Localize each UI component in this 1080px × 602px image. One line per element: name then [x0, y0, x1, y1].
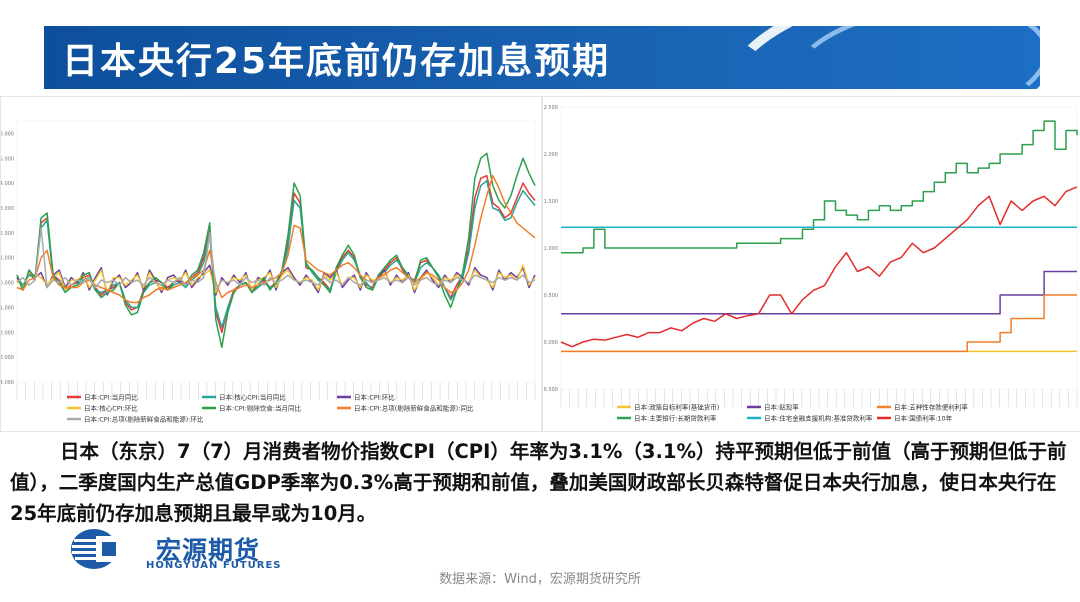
y-tick-label: 0.000 — [544, 340, 558, 346]
y-tick-label: -1.000 — [1, 305, 14, 311]
legend-label: 日本:五种性存款便利利率 — [894, 403, 968, 412]
logo-english-name: HONGYUAN FUTURES — [146, 560, 282, 571]
y-tick-label: -3.000 — [1, 355, 14, 361]
title-bar: 日本央行25年底前仍存加息预期 — [44, 26, 1040, 89]
series-line-4 — [16, 152, 536, 348]
legend-label: 日本:政策目标利率(基础货币) — [634, 403, 719, 412]
legend-label: 日本:核心CPI:环比 — [84, 404, 138, 413]
title-background — [44, 26, 1040, 89]
company-logo: 宏源期货 HONGYUAN FUTURES — [70, 528, 310, 574]
logo-chinese-name: 宏源期货 — [156, 536, 261, 565]
data-source-note: 数据来源：Wind，宏源期货研究所 — [439, 572, 641, 587]
y-tick-label: 1.500 — [544, 199, 558, 205]
series-line-2 — [561, 294, 1077, 353]
legend-label: 日本:贴现率 — [764, 403, 799, 412]
y-tick-label: 0.500 — [544, 293, 558, 299]
legend-label: 日本:住宅金融支援机构:基准贷款利率 — [764, 414, 873, 423]
series-line-5 — [560, 186, 1078, 348]
series-line-5 — [16, 174, 536, 304]
series-line-1 — [561, 270, 1077, 315]
cpi-chart: 6.000 5.000 4.000 3.000 2.000 1.000 0.000 -1.00… — [0, 96, 542, 432]
series-line-6 — [16, 227, 536, 291]
y-tick-label: 5.000 — [1, 156, 14, 162]
y-tick-label: 6.000 — [1, 131, 14, 137]
legend-label: 日本:CPI:总项(剔除新鲜食品和能源):同比 — [354, 404, 474, 413]
y-tick-label: 1.000 — [544, 246, 558, 252]
cpi-chart-svg: 6.000 5.000 4.000 3.000 2.000 1.000 0.000 -1.00… — [0, 120, 536, 424]
legend-label: 日本:国债利率:10年 — [894, 414, 953, 423]
series-line-3 — [16, 264, 536, 294]
summary-paragraph: 日本（东京）7（7）月消费者物价指数CPI（CPI）年率为3.1%（3.1%）持… — [10, 440, 1067, 525]
y-tick-label: 2.000 — [1, 231, 14, 237]
y-tick-label: -2.000 — [1, 330, 14, 336]
legend-label: 日本:CPI:剔除饮食:当月同比 — [219, 404, 301, 413]
y-tick-label: -4.000 — [1, 380, 14, 386]
series-line-3 — [561, 120, 1078, 254]
series-line-1 — [16, 179, 536, 329]
plot-area — [16, 120, 536, 383]
series-line-0 — [16, 174, 536, 334]
legend-label: 日本:CPI:总项(剔除新鲜食品和能源):环比 — [84, 415, 204, 424]
y-tick-label: 2.000 — [544, 152, 558, 158]
legend-label: 日本:核心CPI:当月同比 — [219, 393, 286, 402]
y-tick-label: -0.500 — [543, 387, 558, 393]
logo-globe-icon — [71, 529, 122, 569]
y-tick-label: 4.000 — [1, 181, 14, 187]
rates-chart-svg: 2.500 2.000 1.500 1.000 0.500 0.000 -0.500 日本:政… — [542, 105, 1078, 423]
page-title: 日本央行25年底前仍存加息预期 — [62, 41, 611, 82]
legend-label: 日本:CPI:环比 — [354, 393, 395, 402]
y-tick-label: 0.000 — [1, 281, 14, 287]
y-tick-label: 3.000 — [1, 206, 14, 212]
legend-label: 日本:CPI:当月同比 — [84, 393, 138, 402]
legend-label: 日本:主要银行:长期贷款利率 — [634, 414, 717, 423]
y-tick-label: 2.500 — [544, 105, 558, 111]
y-tick-label: 1.000 — [1, 256, 14, 262]
rates-chart: 2.500 2.000 1.500 1.000 0.500 0.000 -0.500 日本:政… — [542, 96, 1080, 432]
